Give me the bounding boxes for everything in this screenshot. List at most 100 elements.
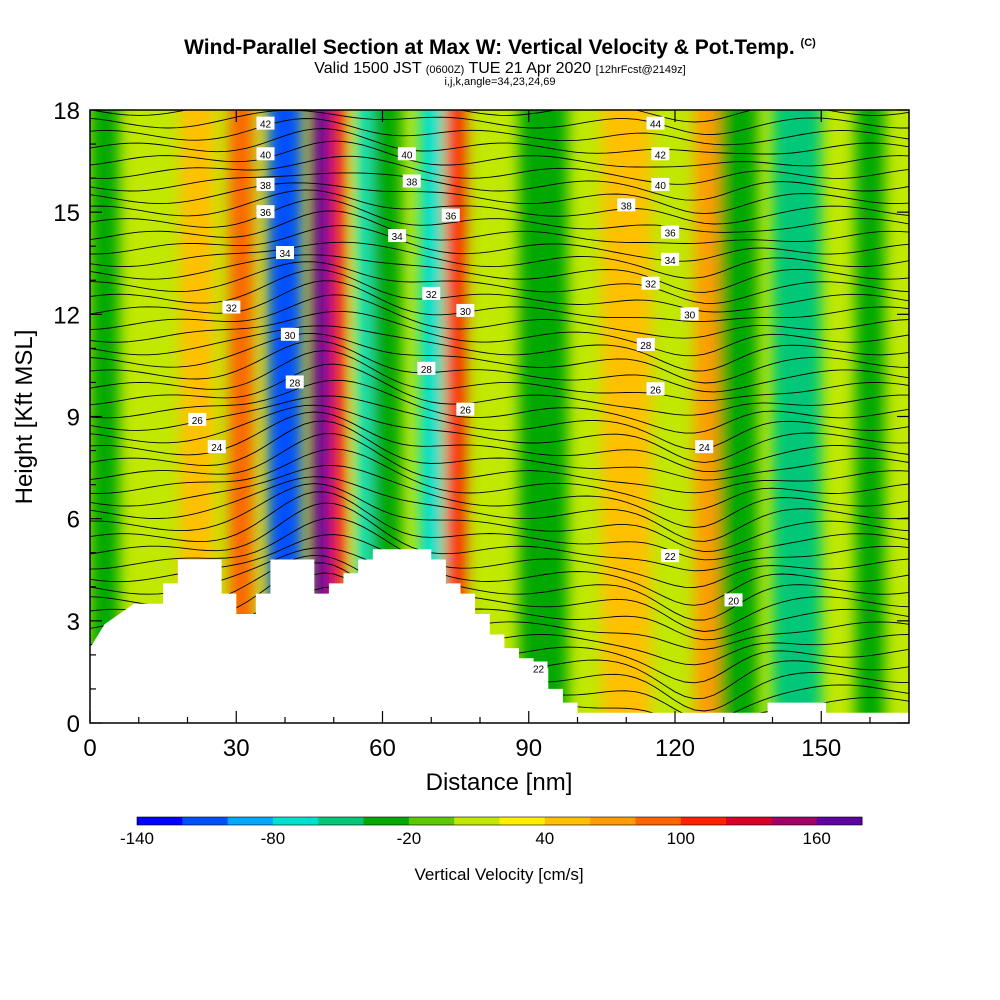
svg-text:36: 36: [260, 208, 272, 219]
theta-contour-label: 22: [529, 661, 548, 676]
isentrope-line: [90, 476, 909, 542]
x-tick-label: 30: [223, 735, 250, 762]
isentrope-line: [90, 448, 909, 511]
isentrope-line: [90, 110, 909, 123]
isentrope-line: [90, 420, 909, 481]
theta-contour-label: 34: [388, 229, 407, 243]
isentrope-line: [90, 483, 909, 553]
colorbar-tick-label: -20: [397, 829, 422, 848]
theta-contour-label: 38: [402, 174, 421, 189]
theta-contour-label: 44: [646, 116, 665, 131]
svg-text:38: 38: [260, 181, 272, 192]
theta-contour-label: 22: [661, 549, 680, 563]
velocity-band: [519, 110, 568, 723]
x-tick-label: 120: [655, 735, 695, 762]
isentrope-line: [90, 110, 909, 135]
chart-grid-info: i,j,k,angle=34,23,24,69: [444, 76, 556, 88]
svg-text:28: 28: [289, 378, 301, 389]
isentrope-line: [90, 379, 909, 434]
svg-text:40: 40: [260, 150, 272, 161]
svg-text:30: 30: [684, 310, 696, 321]
theta-contour-label: 26: [646, 382, 665, 396]
svg-text:34: 34: [279, 249, 291, 260]
isentrope-line: [90, 140, 909, 168]
svg-text:24: 24: [211, 443, 223, 454]
svg-text:22: 22: [665, 552, 677, 563]
velocity-band: [331, 110, 346, 723]
colorbar-swatch: [590, 817, 636, 825]
theta-contour-label: 20: [724, 593, 743, 607]
colorbar-tick-label: 100: [667, 829, 695, 848]
svg-text:32: 32: [645, 280, 657, 291]
isentrope-line: [90, 225, 909, 262]
x-tick-label: 150: [801, 735, 841, 762]
colorbar-swatch: [408, 817, 455, 825]
colorbar-swatch: [227, 817, 274, 825]
isentrope-line: [90, 254, 909, 293]
theta-contour-label: 36: [256, 205, 275, 219]
y-tick-label: 3: [67, 609, 80, 636]
velocity-field: [90, 110, 909, 723]
svg-text:26: 26: [650, 385, 662, 396]
isentrope-line: [90, 261, 909, 304]
colorbar-title: Vertical Velocity [cm/s]: [414, 865, 583, 884]
theta-contour-label: 40: [256, 147, 275, 161]
y-tick-label: 15: [53, 200, 80, 227]
isentrope-line: [90, 363, 909, 416]
colorbar-tick-label: 160: [803, 829, 831, 848]
isentrope-line: [90, 294, 909, 339]
isentrope-line: [90, 128, 909, 155]
theta-contour-label: 28: [417, 361, 436, 376]
theta-contour-label: 26: [188, 412, 207, 427]
colorbar-swatch: [680, 817, 727, 825]
theta-contour-label: 36: [441, 208, 460, 223]
isentrope-line: [90, 189, 909, 225]
isentrope-line: [90, 198, 909, 233]
y-tick-label: 12: [53, 302, 80, 329]
isentrope-line: [90, 411, 909, 473]
theta-contour-label: 34: [661, 252, 680, 267]
isentrope-line: [90, 241, 909, 279]
isentrope-line: [90, 310, 909, 357]
theta-contour-label: 36: [661, 225, 680, 240]
colorbar-tick-label: -140: [120, 829, 154, 848]
colorbar-swatch: [318, 817, 365, 825]
svg-text:38: 38: [406, 178, 418, 189]
isentrope-line: [90, 269, 909, 313]
isentrope-line: [90, 404, 909, 463]
svg-text:26: 26: [192, 416, 204, 427]
theta-contour-label: 30: [456, 303, 475, 318]
svg-text:42: 42: [260, 120, 272, 131]
svg-text:36: 36: [445, 212, 457, 223]
x-tick-label: 0: [83, 735, 96, 762]
chart-title: Wind-Parallel Section at Max W: Vertical…: [184, 36, 816, 59]
theta-contour-label: 40: [397, 147, 416, 161]
isentrope-line: [90, 433, 909, 494]
chart-subtitle: Valid 1500 JST (0600Z) TUE 21 Apr 2020 […: [314, 60, 686, 77]
velocity-band: [445, 110, 466, 723]
x-axis-label: Distance [nm]: [426, 769, 573, 796]
svg-text:40: 40: [655, 181, 667, 192]
svg-text:44: 44: [650, 120, 662, 131]
velocity-band: [772, 110, 822, 723]
svg-text:34: 34: [665, 256, 677, 267]
svg-text:30: 30: [460, 307, 472, 318]
isentrope-line: [90, 325, 909, 372]
isentrope-line: [90, 502, 909, 572]
y-tick-label: 6: [67, 507, 80, 534]
isentrope-line: [90, 395, 909, 450]
svg-text:34: 34: [392, 232, 404, 243]
colorbar-swatch: [499, 817, 546, 825]
theta-contour-label: 34: [276, 246, 294, 260]
theta-contour-label: 32: [222, 300, 241, 315]
colorbar-tick-label: -80: [261, 829, 286, 848]
isentrope-line: [90, 118, 909, 146]
isentrope-line: [90, 350, 909, 402]
colorbar-swatch: [726, 817, 772, 825]
x-tick-label: 90: [515, 735, 542, 762]
colorbar-swatch: [771, 817, 818, 825]
colorbar-swatch: [272, 817, 319, 825]
isentrope-line: [90, 210, 909, 244]
isentrope-line: [90, 491, 909, 561]
